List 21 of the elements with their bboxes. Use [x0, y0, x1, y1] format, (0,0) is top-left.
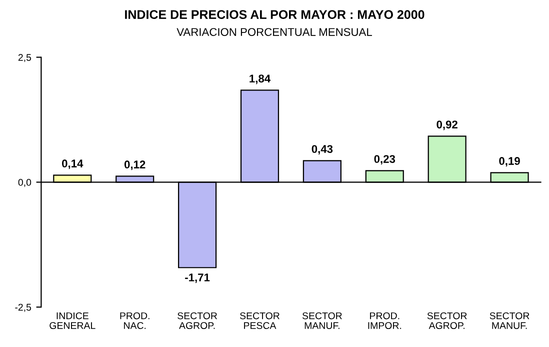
chart-title: INDICE DE PRECIOS AL POR MAYOR : MAYO 2000 [125, 10, 424, 19]
x-tick-label: SECTOR PESCA [240, 312, 280, 329]
x-tick-label: PROD. IMPOR. [368, 312, 402, 329]
x-tick-label: SECTOR MANUF. [302, 312, 342, 329]
x-tick-label: SECTOR MANUF. [490, 312, 530, 329]
y-tick-label: 0,0 [18, 178, 32, 187]
data-label: 0,14 [62, 160, 84, 170]
x-tick-label: SECTOR AGROP. [427, 312, 467, 329]
data-label: 1,84 [250, 74, 270, 84]
data-label: 0,23 [374, 155, 396, 165]
y-tick-label: 2,5 [18, 54, 32, 62]
y-tick-label: -2,5 [15, 304, 32, 312]
x-tick-label: SECTOR AGROP. [178, 312, 218, 329]
data-label: 0,12 [124, 160, 146, 170]
data-label: 0,43 [312, 145, 333, 155]
data-label: -1,71 [185, 274, 210, 283]
x-tick-label: PROD. NAC. [120, 312, 150, 329]
data-label: 0,19 [499, 157, 520, 167]
chart-subtitle: VARIACION PORCENTUAL MENSUAL [176, 28, 372, 36]
x-tick-label: INDICE GENERAL [50, 312, 96, 329]
data-label: 0,92 [436, 120, 458, 130]
